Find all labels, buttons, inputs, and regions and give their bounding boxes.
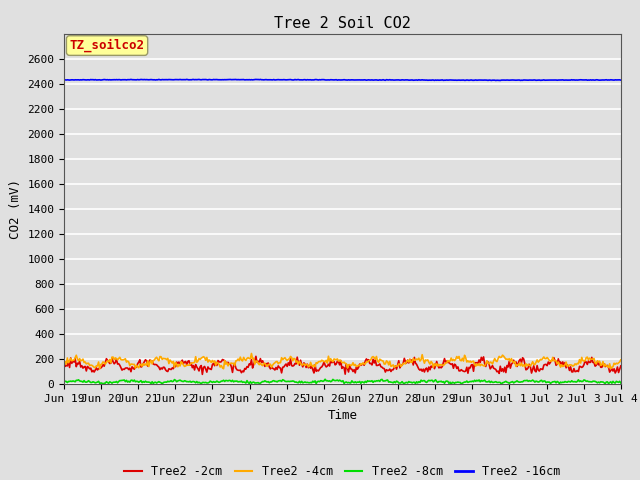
Line: Tree2 -8cm: Tree2 -8cm	[64, 379, 621, 384]
Tree2 -4cm	[60, 360, 68, 366]
Tree2 -16cm	[329, 77, 337, 83]
Title: Tree 2 Soil CO2: Tree 2 Soil CO2	[274, 16, 411, 31]
Tree2 -8cm	[60, 378, 68, 384]
Tree2 -2cm	[606, 369, 614, 375]
Tree2 -16cm	[617, 77, 625, 83]
Tree2 -8cm	[321, 376, 329, 382]
Tree2 -8cm	[519, 379, 527, 384]
Tree2 -16cm	[492, 78, 500, 84]
Tree2 -2cm	[519, 355, 527, 360]
Tree2 -16cm	[393, 77, 401, 83]
Tree2 -2cm	[252, 353, 260, 359]
Tree2 -4cm	[96, 366, 104, 372]
Tree2 -2cm	[330, 359, 338, 364]
Tree2 -16cm	[606, 77, 614, 83]
Tree2 -4cm	[617, 357, 625, 363]
Tree2 -16cm	[326, 77, 333, 83]
Tree2 -4cm	[330, 356, 338, 362]
Tree2 -8cm	[393, 378, 401, 384]
Tree2 -2cm	[364, 357, 371, 363]
Tree2 -8cm	[606, 380, 614, 385]
Tree2 -4cm	[394, 363, 401, 369]
Tree2 -4cm	[248, 350, 255, 356]
Tree2 -4cm	[606, 361, 614, 367]
Line: Tree2 -4cm: Tree2 -4cm	[64, 353, 621, 369]
Line: Tree2 -2cm: Tree2 -2cm	[64, 356, 621, 374]
Tree2 -8cm	[362, 380, 370, 385]
Tree2 -2cm	[394, 362, 401, 368]
Text: TZ_soilco2: TZ_soilco2	[70, 39, 145, 52]
Tree2 -2cm	[198, 372, 206, 377]
Tree2 -4cm	[327, 356, 335, 361]
Tree2 -4cm	[364, 359, 371, 365]
Tree2 -8cm	[447, 382, 455, 387]
Tree2 -8cm	[329, 376, 337, 382]
Tree2 -4cm	[519, 363, 527, 369]
Tree2 -8cm	[617, 380, 625, 386]
Tree2 -16cm	[183, 76, 191, 82]
Tree2 -16cm	[60, 77, 68, 83]
Tree2 -2cm	[327, 357, 335, 363]
Line: Tree2 -16cm: Tree2 -16cm	[64, 79, 621, 81]
Tree2 -16cm	[362, 77, 370, 83]
X-axis label: Time: Time	[328, 409, 357, 422]
Tree2 -8cm	[326, 378, 333, 384]
Tree2 -2cm	[617, 363, 625, 369]
Tree2 -2cm	[60, 360, 68, 365]
Legend: Tree2 -2cm, Tree2 -4cm, Tree2 -8cm, Tree2 -16cm: Tree2 -2cm, Tree2 -4cm, Tree2 -8cm, Tree…	[120, 461, 565, 480]
Tree2 -16cm	[519, 77, 527, 83]
Y-axis label: CO2 (mV): CO2 (mV)	[9, 179, 22, 239]
